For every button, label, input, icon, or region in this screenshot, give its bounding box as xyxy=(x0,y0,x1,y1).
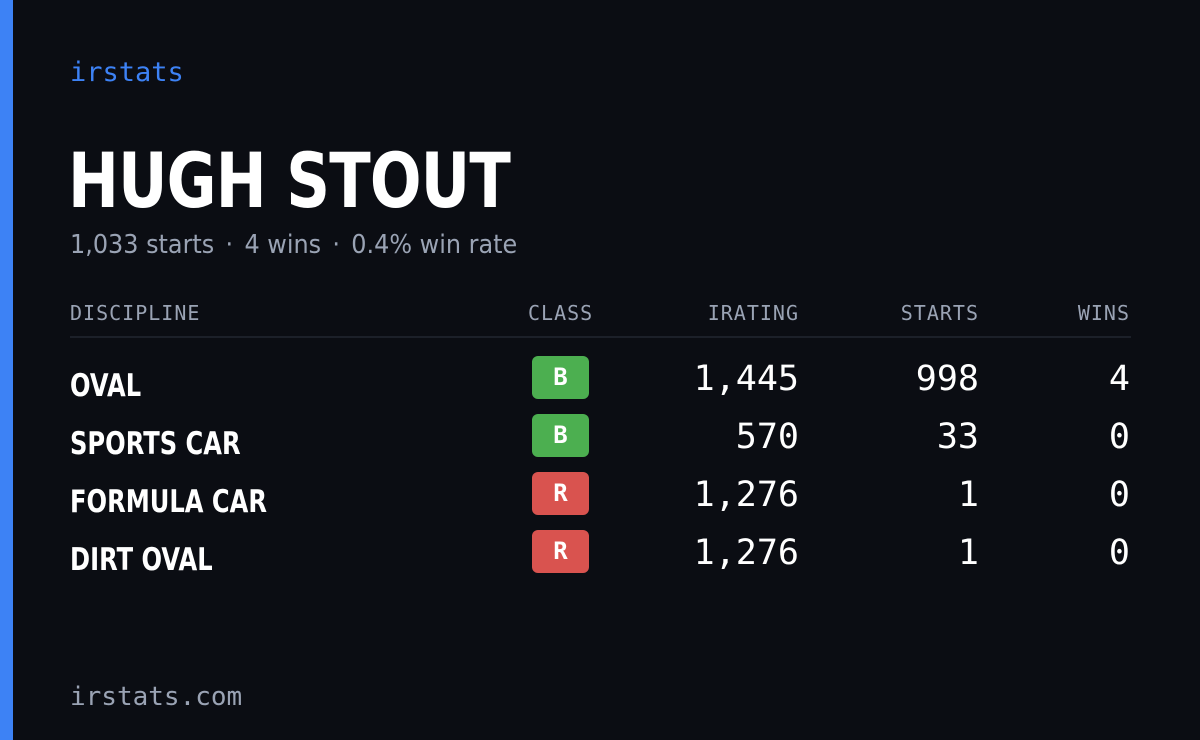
irating-value: 1,276 xyxy=(693,533,799,573)
discipline-name: FORMULA CAR xyxy=(70,484,268,520)
column-header-starts: STARTS xyxy=(900,301,979,325)
table-header-row: DISCIPLINE CLASS IRATING STARTS WINS xyxy=(70,296,1131,338)
column-header-discipline: DISCIPLINE xyxy=(70,301,201,325)
stats-table: DISCIPLINE CLASS IRATING STARTS WINS OVA… xyxy=(70,296,1131,578)
table-body: OVAL B 1,445 998 4 SPORTS CAR B 570 33 0… xyxy=(70,354,1131,586)
class-badge: B xyxy=(532,414,589,457)
column-header-irating: IRATING xyxy=(707,301,799,325)
class-badge: R xyxy=(532,530,589,573)
starts-value: 1 xyxy=(957,475,979,515)
irating-value: 570 xyxy=(735,417,799,457)
wins-value: 0 xyxy=(1108,417,1130,457)
wins-value: 4 xyxy=(1108,359,1130,399)
accent-bar xyxy=(0,0,13,740)
summary-wins: 4 wins xyxy=(244,230,322,260)
summary-separator: · xyxy=(332,230,340,260)
starts-value: 33 xyxy=(936,417,979,457)
starts-value: 1 xyxy=(957,533,979,573)
column-header-wins: WINS xyxy=(1077,301,1130,325)
wins-value: 0 xyxy=(1108,475,1130,515)
footer-site-link[interactable]: irstats.com xyxy=(70,682,243,712)
driver-summary: 1,033 starts · 4 wins · 0.4% win rate xyxy=(70,228,517,262)
table-row: OVAL B 1,445 998 4 xyxy=(70,354,1131,412)
table-row: FORMULA CAR R 1,276 1 0 xyxy=(70,470,1131,528)
column-header-class: CLASS xyxy=(528,301,594,325)
summary-starts: 1,033 starts xyxy=(70,230,215,260)
class-badge: B xyxy=(532,356,589,399)
driver-name: HUGH STOUT xyxy=(68,136,511,225)
wins-value: 0 xyxy=(1108,533,1130,573)
table-row: SPORTS CAR B 570 33 0 xyxy=(70,412,1131,470)
table-row: DIRT OVAL R 1,276 1 0 xyxy=(70,528,1131,586)
starts-value: 998 xyxy=(915,359,979,399)
irating-value: 1,445 xyxy=(693,359,799,399)
summary-separator: · xyxy=(225,230,234,260)
class-badge: R xyxy=(532,472,589,515)
discipline-name: OVAL xyxy=(70,368,142,404)
discipline-name: SPORTS CAR xyxy=(70,426,241,462)
summary-win-rate: 0.4% win rate xyxy=(351,230,518,260)
irating-value: 1,276 xyxy=(693,475,799,515)
discipline-name: DIRT OVAL xyxy=(70,542,213,578)
brand-logo: irstats xyxy=(70,57,184,88)
